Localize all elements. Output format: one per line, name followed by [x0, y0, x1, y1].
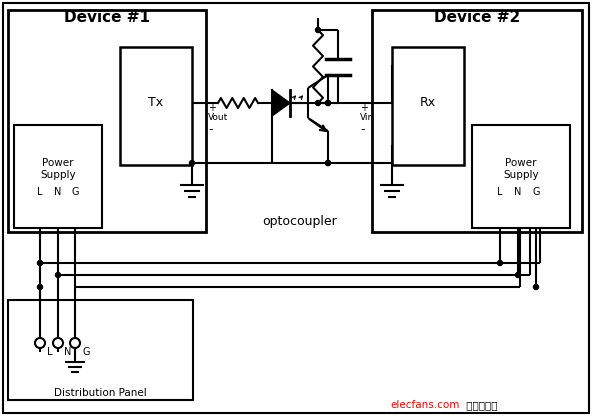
Circle shape: [326, 100, 330, 105]
Text: N: N: [514, 187, 522, 197]
Circle shape: [533, 285, 539, 290]
Text: L: L: [497, 187, 503, 197]
Text: Supply: Supply: [503, 170, 539, 180]
Text: Vout: Vout: [208, 114, 229, 122]
Bar: [392, 47, 464, 165]
Text: G: G: [532, 187, 540, 197]
Circle shape: [56, 273, 60, 278]
Text: Power: Power: [42, 158, 74, 168]
Circle shape: [37, 285, 43, 290]
Circle shape: [316, 100, 320, 105]
Circle shape: [189, 161, 195, 166]
Bar: [14, 125, 102, 228]
Circle shape: [37, 260, 43, 265]
Circle shape: [326, 100, 330, 105]
Circle shape: [316, 28, 320, 33]
Text: Distribution Panel: Distribution Panel: [54, 388, 146, 398]
Bar: [8, 10, 206, 232]
Polygon shape: [272, 90, 290, 116]
Text: Device #2: Device #2: [434, 10, 520, 25]
Circle shape: [326, 161, 330, 166]
Text: -: -: [208, 123, 213, 137]
Bar: [8, 300, 193, 400]
Circle shape: [497, 260, 503, 265]
Text: Tx: Tx: [149, 97, 163, 110]
Text: Supply: Supply: [40, 170, 76, 180]
Circle shape: [326, 161, 330, 166]
Text: -: -: [360, 123, 365, 137]
Text: L: L: [37, 187, 43, 197]
Text: Device #1: Device #1: [64, 10, 150, 25]
Text: N: N: [54, 187, 62, 197]
Text: G: G: [71, 187, 79, 197]
Text: +: +: [360, 103, 368, 113]
Text: Rx: Rx: [420, 97, 436, 110]
Text: N: N: [65, 347, 72, 357]
Circle shape: [516, 273, 520, 278]
Bar: [372, 10, 582, 232]
Bar: [472, 125, 570, 228]
Text: optocoupler: optocoupler: [263, 216, 337, 229]
Text: Power: Power: [505, 158, 537, 168]
Text: elecfans.com: elecfans.com: [390, 400, 459, 410]
Text: Vin: Vin: [360, 114, 374, 122]
Text: +: +: [208, 103, 216, 113]
Bar: [120, 47, 192, 165]
Text: G: G: [82, 347, 90, 357]
Text: L: L: [47, 347, 53, 357]
Text: 电子发烧友: 电子发烧友: [463, 400, 497, 410]
